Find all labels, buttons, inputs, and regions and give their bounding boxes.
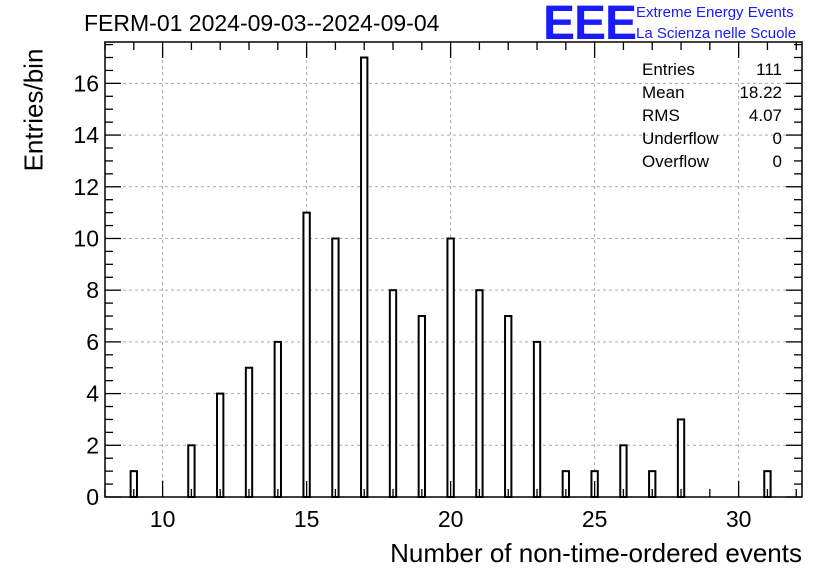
x-ticks: 10 15 20 25 30 (104, 42, 797, 532)
stats-label: Underflow (642, 129, 719, 148)
y-tick-label: 2 (86, 432, 99, 458)
stats-value: 18.22 (739, 83, 782, 102)
histogram-bar (475, 289, 484, 498)
histogram-bar (331, 237, 340, 499)
x-tick-label: 15 (294, 506, 320, 532)
histogram-bar (360, 56, 369, 499)
y-tick-label: 4 (86, 381, 99, 407)
y-tick-label: 12 (73, 174, 99, 200)
stats-label: RMS (642, 106, 680, 125)
x-tick-label: 25 (582, 506, 608, 532)
plot-frame (104, 41, 803, 498)
histogram-bar (417, 315, 426, 498)
histogram-bar (532, 340, 542, 498)
stats-row-mean: Mean 18.22 (642, 81, 782, 104)
stats-value: 0 (772, 129, 782, 148)
histogram-bar (302, 211, 311, 498)
histogram-bar (676, 418, 686, 498)
stats-box: Entries 111 Mean 18.22 RMS 4.07 Underflo… (642, 58, 782, 173)
axes-frame (104, 41, 803, 498)
histogram-bar (446, 237, 455, 499)
stats-label: Mean (642, 83, 685, 102)
stats-value: 4.07 (748, 106, 782, 125)
histogram-bar (273, 340, 282, 498)
stats-row-rms: RMS 4.07 (642, 104, 782, 127)
x-tick-label: 20 (438, 506, 464, 532)
logo-line2: La Scienza nelle Scuole (636, 25, 797, 42)
y-tick-label: 14 (73, 122, 99, 148)
stats-row-overflow: Overflow 0 (642, 150, 782, 173)
y-ticks: 0 2 4 6 8 10 12 14 16 (73, 43, 802, 510)
stats-row-underflow: Underflow 0 (642, 127, 782, 150)
eee-logo: EEE (543, 0, 637, 50)
histogram-bar (216, 392, 225, 498)
x-tick-label: 10 (150, 506, 176, 532)
y-tick-label: 8 (86, 277, 99, 303)
y-tick-label: 10 (73, 225, 99, 251)
y-axis-label: Entries/bin (18, 48, 49, 172)
y-tick-label: 6 (86, 329, 99, 355)
stats-value: 0 (772, 152, 782, 171)
y-tick-label: 0 (86, 484, 99, 510)
stats-label: Entries (642, 60, 695, 79)
bars (129, 56, 772, 499)
stats-label: Overflow (642, 152, 710, 171)
histogram-bar (244, 366, 254, 499)
logo-line1: Extreme Energy Events (636, 4, 794, 21)
stats-row-entries: Entries 111 (642, 58, 782, 81)
x-axis-label: Number of non-time-ordered events (390, 538, 802, 568)
x-tick-label: 30 (726, 506, 752, 532)
chart-title: FERM-01 2024-09-03--2024-09-04 (84, 10, 440, 36)
stats-value: 111 (756, 60, 782, 79)
y-tick-label: 16 (73, 70, 99, 96)
histogram-bar (504, 315, 513, 498)
histogram-bar (388, 289, 398, 498)
